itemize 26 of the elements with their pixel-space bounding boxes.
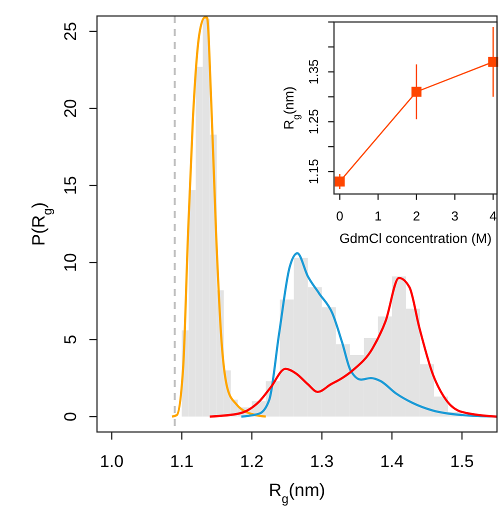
y-tick-label: 25 [60,22,80,41]
x-tick-label: 1.3 [310,452,334,471]
x-tick-label: 2 [412,208,420,224]
x-tick-label: 1.1 [170,452,194,471]
y-tick-label: 15 [60,176,80,195]
x-tick-label: 3 [451,208,458,224]
x-tick-label: 4 [490,208,497,224]
y-tick-label: 1.25 [306,109,321,134]
point [334,176,345,187]
y-tick-label: 0 [60,412,80,422]
x-tick-label: 1.5 [450,452,474,471]
x-axis-title: R$_{g}$(nm) [268,480,326,506]
y-tick-label: 1.35 [306,59,321,85]
y-tick-label: 5 [60,334,80,344]
x-tick-label: 1.4 [380,452,404,471]
x-axis-title: GdmCl concentration (M) [339,230,492,246]
point [488,56,498,67]
y-tick-label: 10 [60,253,80,272]
x-tick-label: 1 [374,208,382,224]
y-tick-label: 1.15 [306,158,321,184]
point [411,86,422,97]
x-tick-label: 1.2 [240,452,264,471]
line-series [208,276,498,418]
y-tick-label: 20 [60,98,80,118]
x-tick-label: 0 [336,208,344,224]
x-tick-label: 1.0 [100,452,124,471]
